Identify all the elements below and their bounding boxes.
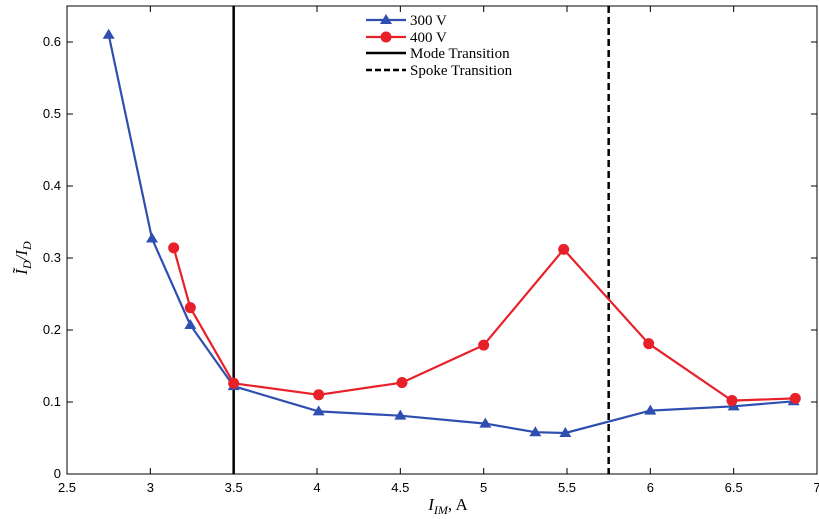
plot-frame [66, 5, 818, 475]
data-point-400v [184, 302, 196, 314]
data-point-400v [478, 339, 490, 351]
x-axis-title: IIM, A [427, 495, 468, 517]
x-tick-label: 2.5 [58, 480, 76, 495]
series-layer [102, 28, 801, 437]
axis-ticks: 2.5 3 3.5 4 4.5 5 5.5 6 6.5 7 0 0.1 0.2 0.3 0.4 0.5 0.6 [43, 6, 819, 495]
data-point-400v [789, 392, 801, 404]
legend-label-spoke-transition: Spoke Transition [410, 63, 513, 79]
data-point-400v [396, 377, 408, 389]
y-axis-title: ĨD/ID [12, 241, 34, 276]
data-point-400v [228, 377, 240, 389]
x-tick-label: 3.5 [225, 480, 243, 495]
legend-entry-300v: 300 V [366, 13, 447, 29]
y-axis-title-den: /I [12, 249, 31, 262]
legend-triangle-marker [380, 14, 392, 24]
y-axis-title-num-sub: D [20, 260, 34, 270]
series-line-300v [107, 34, 794, 435]
y-tick-label: 0.6 [43, 34, 61, 49]
legend-circle-marker [380, 31, 392, 43]
y-tick-label: 0 [54, 466, 61, 481]
series-line-400v [172, 247, 796, 402]
data-point-300v [479, 417, 492, 428]
x-tick-label: 4.5 [391, 480, 409, 495]
x-tick-label: 7 [813, 480, 819, 495]
y-tick-label: 0.3 [43, 250, 61, 265]
legend-label-400v: 400 V [410, 30, 447, 46]
legend-label-300v: 300 V [410, 13, 447, 29]
data-point-300v [146, 232, 158, 243]
y-tick-label: 0.4 [43, 178, 61, 193]
legend-label-mode-transition: Mode Transition [410, 46, 510, 62]
x-tick-label: 5.5 [558, 480, 576, 495]
y-axis-title-num: Ĩ [12, 267, 31, 276]
y-tick-label: 0.5 [43, 106, 61, 121]
legend-entry-400v: 400 V [366, 30, 447, 46]
y-tick-label: 0.2 [43, 322, 61, 337]
x-axis-title-main: I [427, 495, 435, 514]
x-tick-label: 6 [647, 480, 654, 495]
transition-lines [232, 6, 610, 474]
data-point-300v [394, 409, 407, 420]
data-point-300v [312, 405, 325, 416]
x-tick-label: 4 [313, 480, 320, 495]
legend-entry-mode-transition: Mode Transition [366, 46, 510, 62]
data-point-400v [726, 395, 738, 407]
data-point-400v [313, 389, 325, 401]
x-tick-label: 3 [147, 480, 154, 495]
y-axis-title-den-sub: D [20, 241, 34, 251]
x-tick-label: 5 [480, 480, 487, 495]
data-point-400v [558, 243, 570, 255]
data-point-300v [184, 318, 197, 329]
data-point-300v [102, 28, 115, 39]
y-tick-label: 0.1 [43, 394, 61, 409]
x-axis-title-unit: , A [448, 495, 469, 514]
data-point-400v [643, 338, 655, 350]
data-point-300v [559, 426, 572, 437]
x-axis-title-sub: IM [433, 503, 449, 517]
legend: 300 V 400 V Mode Transition Spoke Transi… [366, 13, 513, 79]
data-point-300v [644, 404, 657, 415]
data-point-400v [168, 242, 180, 254]
legend-entry-spoke-transition: Spoke Transition [366, 63, 513, 79]
data-point-300v [529, 426, 542, 437]
x-tick-label: 6.5 [725, 480, 743, 495]
